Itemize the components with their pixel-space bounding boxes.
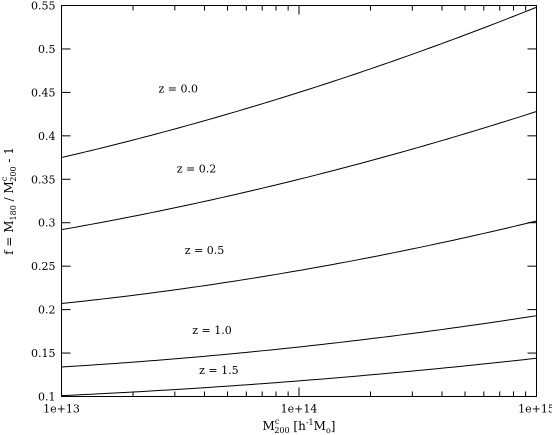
plot-frame — [61, 5, 537, 397]
y-tick-label: 0.55 — [31, 0, 56, 13]
curve-label: z = 0.0 — [158, 82, 198, 95]
y-tick-label: 0.5 — [38, 43, 56, 56]
x-tick-label: 1e+15 — [518, 403, 552, 416]
y-tick-label: 0.4 — [38, 130, 56, 143]
curve-labels: z = 0.0 z = 0.2 z = 0.5 z = 1.0 z = 1.5 — [158, 82, 238, 377]
y-tick-label: 0.25 — [31, 260, 56, 273]
series-line — [61, 357, 537, 397]
y-tick-label: 0.45 — [31, 86, 56, 99]
curve-label: z = 1.0 — [192, 324, 232, 337]
x-tick-label: 1e+14 — [281, 403, 318, 416]
series-line — [61, 6, 537, 159]
y-axis-label: f = M180 / Mc200 - 1 — [0, 147, 18, 255]
series-line — [61, 220, 537, 305]
curves — [61, 6, 537, 397]
ticks — [61, 5, 537, 397]
y-tick-label: 0.35 — [31, 173, 56, 186]
y-tick-label: 0.3 — [38, 217, 56, 230]
y-tick-label: 0.15 — [31, 347, 56, 360]
y-tick-label: 0.2 — [38, 304, 56, 317]
x-axis-label: Mc 200 [h-1Mo] — [263, 417, 336, 435]
y-tick-label: 0.1 — [38, 391, 56, 404]
tick-labels: 1e+13 1e+14 1e+15 0.1 0.15 0.2 0.25 0.3 0.35 0.4 0… — [31, 0, 552, 416]
curve-label: z = 1.5 — [199, 364, 239, 377]
series-line — [61, 315, 537, 368]
series-line — [61, 111, 537, 231]
x-tick-label: 1e+13 — [43, 403, 80, 416]
curve-label: z = 0.5 — [185, 244, 225, 257]
curve-label: z = 0.2 — [177, 162, 217, 175]
